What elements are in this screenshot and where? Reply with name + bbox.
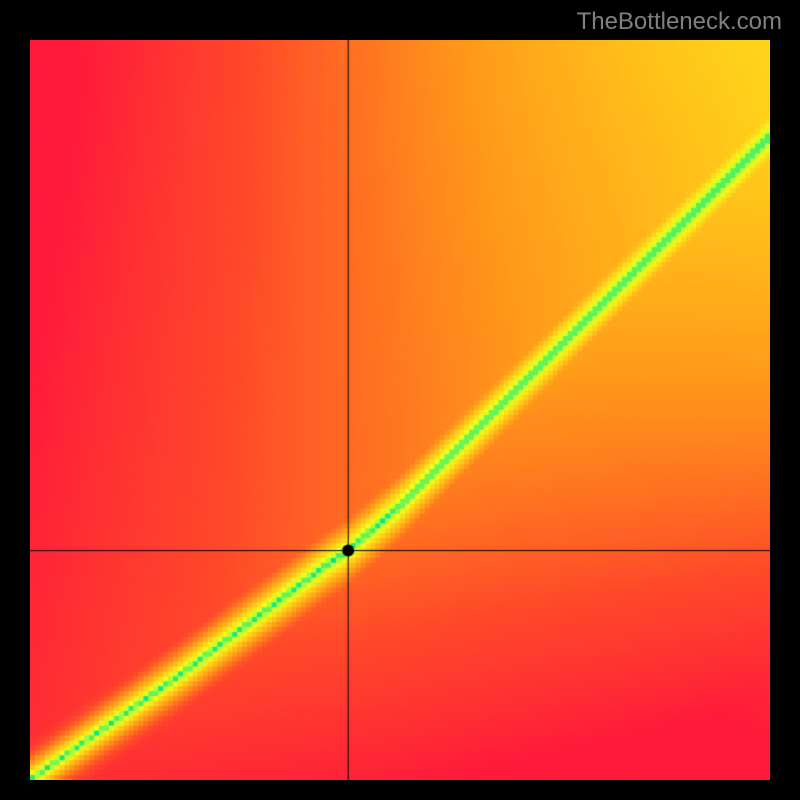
- bottleneck-heatmap: [30, 40, 770, 780]
- watermark-text: TheBottleneck.com: [577, 8, 782, 36]
- heatmap-canvas: [30, 40, 770, 780]
